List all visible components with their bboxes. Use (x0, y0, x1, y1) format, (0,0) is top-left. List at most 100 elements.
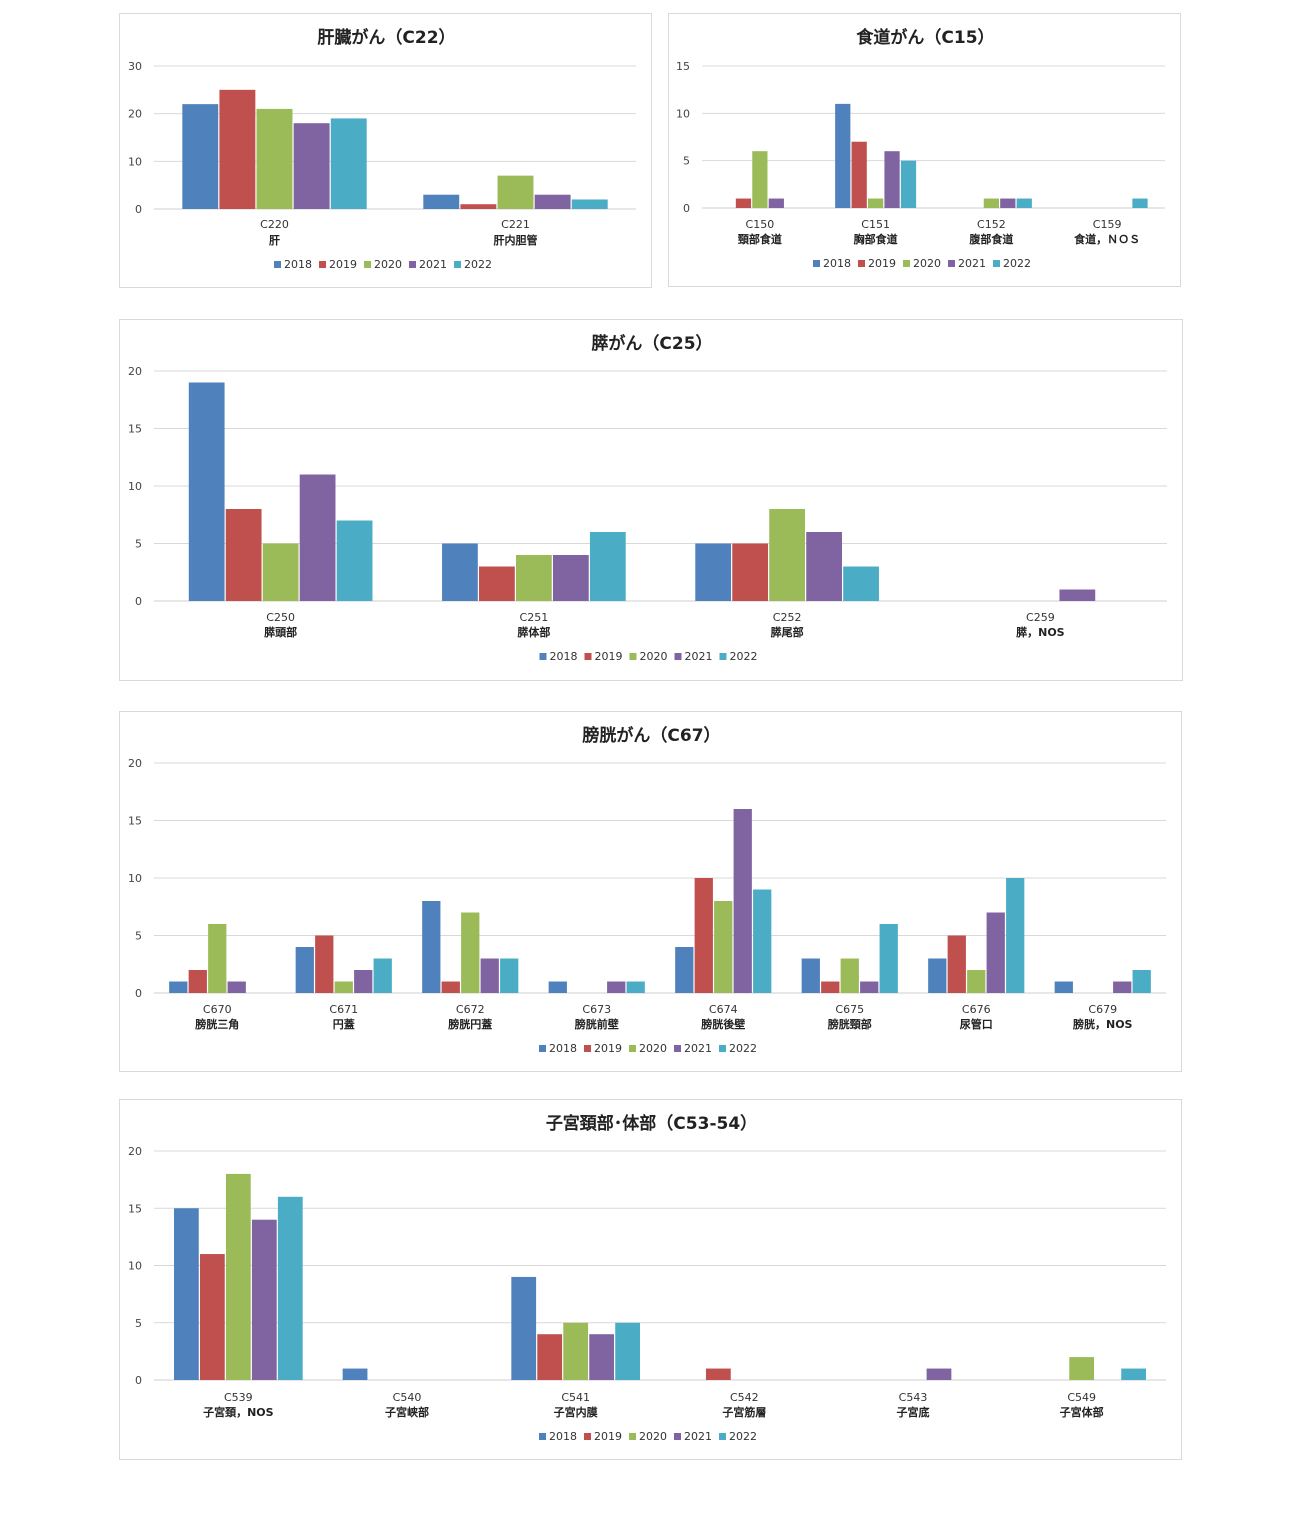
y-tick-label: 5 (135, 538, 142, 551)
bar-2019-C670 (188, 970, 207, 993)
bar-2018-C541 (511, 1276, 537, 1380)
legend-label: 2018 (549, 1430, 577, 1443)
chart-title: 肝臓がん（C22） (317, 27, 455, 48)
category-code-label: C673 (582, 1003, 611, 1016)
bar-2022-C674 (753, 889, 772, 993)
legend-label: 2021 (684, 1042, 712, 1055)
bar-2021-C152 (1000, 198, 1016, 208)
y-tick-label: 20 (128, 1145, 142, 1158)
bar-2019-C676 (947, 935, 966, 993)
y-tick-label: 10 (128, 155, 142, 168)
bar-2022-C541 (615, 1322, 641, 1380)
y-tick-label: 15 (128, 815, 142, 828)
bar-2021-C670 (227, 981, 246, 993)
category-code-label: C150 (746, 218, 775, 231)
bar-2021-C676 (986, 912, 1005, 993)
y-tick-label: 10 (128, 872, 142, 885)
legend-swatch-2020 (364, 261, 371, 268)
y-tick-label: 10 (676, 107, 690, 120)
legend-swatch-2018 (539, 1433, 546, 1440)
chart-title: 食道がん（C15） (856, 27, 994, 48)
bar-2022-C549 (1121, 1368, 1147, 1380)
legend-swatch-2018 (274, 261, 281, 268)
bar-2018-C675 (801, 958, 820, 993)
category-name-label: 食道，ＮＯＳ (1074, 232, 1140, 246)
category-name-label: 子宮頚，NOS (203, 1405, 274, 1419)
category-name-label: 腹部食道 (969, 232, 1013, 246)
y-tick-label: 0 (135, 1374, 142, 1387)
bar-2022-C252 (843, 566, 879, 601)
category-name-label: 膀胱後壁 (700, 1017, 745, 1031)
bar-2018-C679 (1054, 981, 1073, 993)
bar-2021-C675 (860, 981, 879, 993)
category-name-label: 膵体部 (517, 625, 550, 639)
y-tick-label: 20 (128, 365, 142, 378)
y-tick-label: 5 (683, 155, 690, 168)
category-name-label: 膀胱，NOS (1072, 1017, 1133, 1031)
legend-swatch-2018 (539, 653, 547, 660)
bar-2022-C250 (336, 520, 373, 601)
legend-label: 2020 (374, 258, 402, 271)
bar-2018-C540 (342, 1368, 368, 1380)
bar-2018-C250 (188, 382, 225, 601)
chart-svg: 子宮頚部･体部（C53-54）05101520C539子宮頚，NOSC540子宮… (128, 1113, 1166, 1443)
y-tick-label: 0 (135, 987, 142, 1000)
legend-swatch-2021 (674, 1433, 681, 1440)
legend-label: 2020 (639, 1430, 667, 1443)
bar-2020-C250 (262, 543, 299, 601)
category-name-label: 頸部食道 (738, 232, 782, 246)
bar-2019-C539 (199, 1254, 225, 1380)
y-tick-label: 0 (135, 203, 142, 216)
bar-2021-C251 (552, 555, 589, 601)
category-code-label: C674 (709, 1003, 738, 1016)
category-name-label: 肝内胆管 (494, 233, 538, 247)
legend-label: 2018 (823, 257, 851, 270)
category-code-label: C549 (1067, 1391, 1096, 1404)
category-name-label: 膵，NOS (1016, 625, 1065, 639)
legend-swatch-2020 (629, 1433, 636, 1440)
bar-2020-C675 (840, 958, 859, 993)
category-name-label: 子宮内膜 (554, 1405, 598, 1419)
bar-2018-C251 (442, 543, 478, 601)
bar-2019-C150 (735, 198, 752, 208)
legend-label: 2022 (464, 258, 492, 271)
bar-2020-C151 (868, 198, 884, 208)
bar-2019-C675 (821, 981, 840, 993)
category-code-label: C671 (329, 1003, 358, 1016)
category-name-label: 子宮底 (897, 1405, 930, 1419)
bar-2022-C220 (330, 118, 367, 209)
bar-2021-C679 (1113, 981, 1132, 993)
chart-title: 子宮頚部･体部（C53-54） (546, 1113, 757, 1134)
bar-2022-C251 (589, 532, 626, 601)
bar-2018-C539 (173, 1208, 199, 1380)
category-code-label: C541 (561, 1391, 590, 1404)
category-name-label: 子宮峡部 (385, 1405, 429, 1419)
legend-label: 2019 (329, 258, 357, 271)
bar-2022-C672 (500, 958, 519, 993)
chart-svg: 肝臓がん（C22） 0 10 20 30 C220 肝 C221 肝内胆管 2018 2019 202… (128, 27, 636, 271)
legend-label: 2019 (868, 257, 896, 270)
bar-2019-C221 (460, 204, 497, 209)
bar-2022-C152 (1016, 198, 1032, 208)
category-code-label: C675 (835, 1003, 864, 1016)
legend-swatch-2018 (813, 260, 820, 267)
bar-2020-C676 (967, 970, 986, 993)
category-code-label: C250 (266, 611, 295, 624)
legend-swatch-2019 (319, 261, 326, 268)
bar-2021-C150 (768, 198, 784, 208)
y-tick-label: 0 (135, 595, 142, 608)
category-code-label: C542 (730, 1391, 759, 1404)
legend-swatch-2022 (719, 653, 727, 660)
bar-2020-C670 (208, 924, 227, 993)
y-tick-label: 0 (683, 202, 690, 215)
category-code-label: C679 (1088, 1003, 1117, 1016)
bar-2022-C675 (879, 924, 898, 993)
bar-2021-C673 (607, 981, 626, 993)
bar-2019-C672 (441, 981, 460, 993)
bar-2019-C542 (705, 1368, 731, 1380)
legend-label: 2021 (419, 258, 447, 271)
legend-label: 2022 (730, 650, 758, 663)
bar-2018-C673 (548, 981, 567, 993)
bar-2021-C672 (480, 958, 499, 993)
